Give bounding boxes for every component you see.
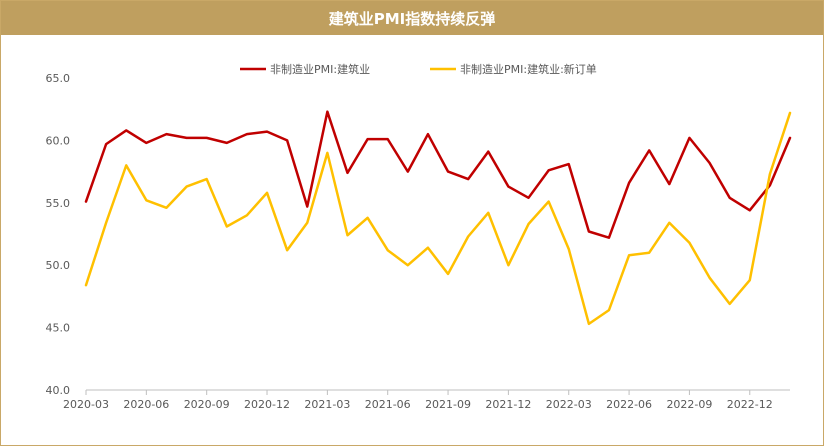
x-tick-label: 2022-03: [546, 398, 592, 411]
y-tick-label: 40.0: [46, 384, 71, 397]
x-tick-label: 2020-06: [123, 398, 169, 411]
y-tick-label: 45.0: [46, 322, 71, 335]
legend-label-1: 非制造业PMI:建筑业: [270, 62, 370, 76]
y-tick-label: 60.0: [46, 134, 71, 147]
x-tick-label: 2020-12: [244, 398, 290, 411]
x-tick-label: 2021-06: [365, 398, 411, 411]
x-tick-label: 2022-06: [606, 398, 652, 411]
x-tick-label: 2022-12: [727, 398, 773, 411]
x-tick-label: 2020-03: [63, 398, 109, 411]
y-tick-label: 50.0: [46, 259, 71, 272]
x-tick-label: 2021-12: [485, 398, 531, 411]
series-line-2: [84, 111, 792, 326]
y-tick-label: 55.0: [46, 197, 71, 210]
x-tick-label: 2022-09: [666, 398, 712, 411]
series-line-1: [84, 110, 792, 239]
x-tick-label: 2020-09: [184, 398, 230, 411]
chart-title: 建筑业PMI指数持续反弹: [1, 1, 823, 35]
y-tick-label: 65.0: [46, 72, 71, 85]
legend-label-2: 非制造业PMI:建筑业:新订单: [460, 62, 597, 76]
x-tick-label: 2021-03: [304, 398, 350, 411]
x-tick-label: 2021-09: [425, 398, 471, 411]
